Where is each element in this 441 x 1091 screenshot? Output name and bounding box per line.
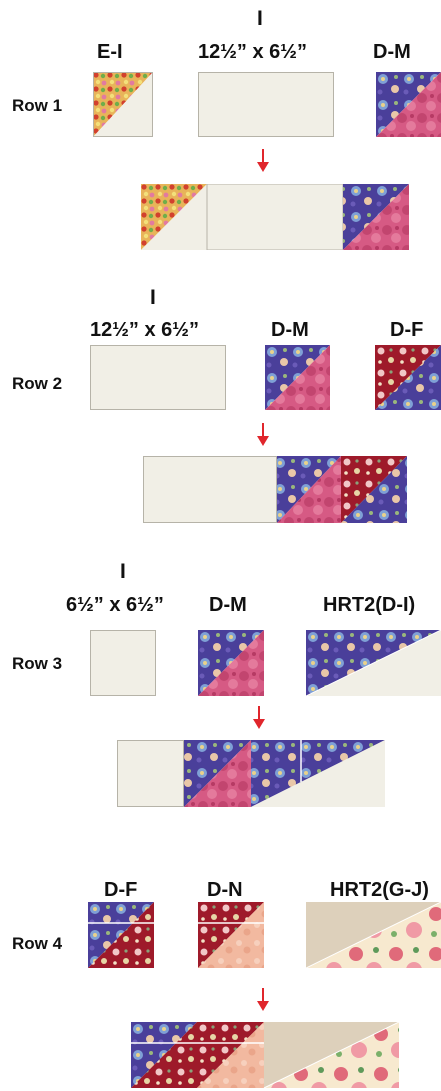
block-label-hrt2-d-i: HRT2(D-I) bbox=[323, 594, 416, 616]
block-label-hrt2-g-j: HRT2(G-J) bbox=[330, 879, 429, 901]
row-label: Row 2 bbox=[12, 374, 63, 393]
swatch-plain-square bbox=[90, 630, 156, 696]
row-label: Row 4 bbox=[12, 934, 63, 953]
swatch-d-m bbox=[198, 630, 264, 696]
down-arrow-icon bbox=[257, 149, 269, 172]
swatch-e-i bbox=[93, 72, 153, 137]
block-label-size: 12½” x 6½” bbox=[90, 319, 199, 341]
cut-letter-i: I bbox=[120, 560, 126, 583]
row-label: Row 3 bbox=[12, 654, 63, 673]
row-label: Row 1 bbox=[12, 96, 63, 115]
down-arrow-icon bbox=[253, 706, 265, 729]
swatch-d-m bbox=[265, 345, 330, 410]
block-label-size: 6½” x 6½” bbox=[66, 594, 164, 616]
swatch-plain-rectangle bbox=[90, 345, 226, 410]
assembled-row-2 bbox=[143, 456, 407, 523]
swatch-d-f bbox=[375, 345, 441, 410]
block-label-d-m: D-M bbox=[271, 319, 309, 341]
block-label-d-f: D-F bbox=[104, 879, 138, 901]
block-label-d-m: D-M bbox=[209, 594, 247, 616]
block-label-e-i: E-I bbox=[97, 41, 123, 63]
swatch-hrt2-g-j bbox=[306, 902, 441, 968]
swatch-d-n bbox=[198, 902, 264, 968]
swatch-d-m bbox=[376, 72, 441, 137]
block-label-d-n: D-N bbox=[207, 879, 243, 901]
down-arrow-icon bbox=[257, 423, 269, 446]
cut-letter-i: I bbox=[257, 7, 263, 30]
swatch-hrt2-d-i bbox=[306, 630, 441, 696]
block-label-d-m: D-M bbox=[373, 41, 411, 63]
swatch-plain-rectangle bbox=[198, 72, 334, 137]
assembled-row-3 bbox=[117, 740, 385, 807]
cut-letter-i: I bbox=[150, 286, 156, 309]
block-label-size: 12½” x 6½” bbox=[198, 41, 307, 63]
assembled-row-4 bbox=[131, 1022, 399, 1088]
swatch-d-f bbox=[88, 902, 154, 968]
down-arrow-icon bbox=[257, 988, 269, 1011]
block-label-d-f: D-F bbox=[390, 319, 424, 341]
assembled-row-1 bbox=[141, 184, 409, 250]
